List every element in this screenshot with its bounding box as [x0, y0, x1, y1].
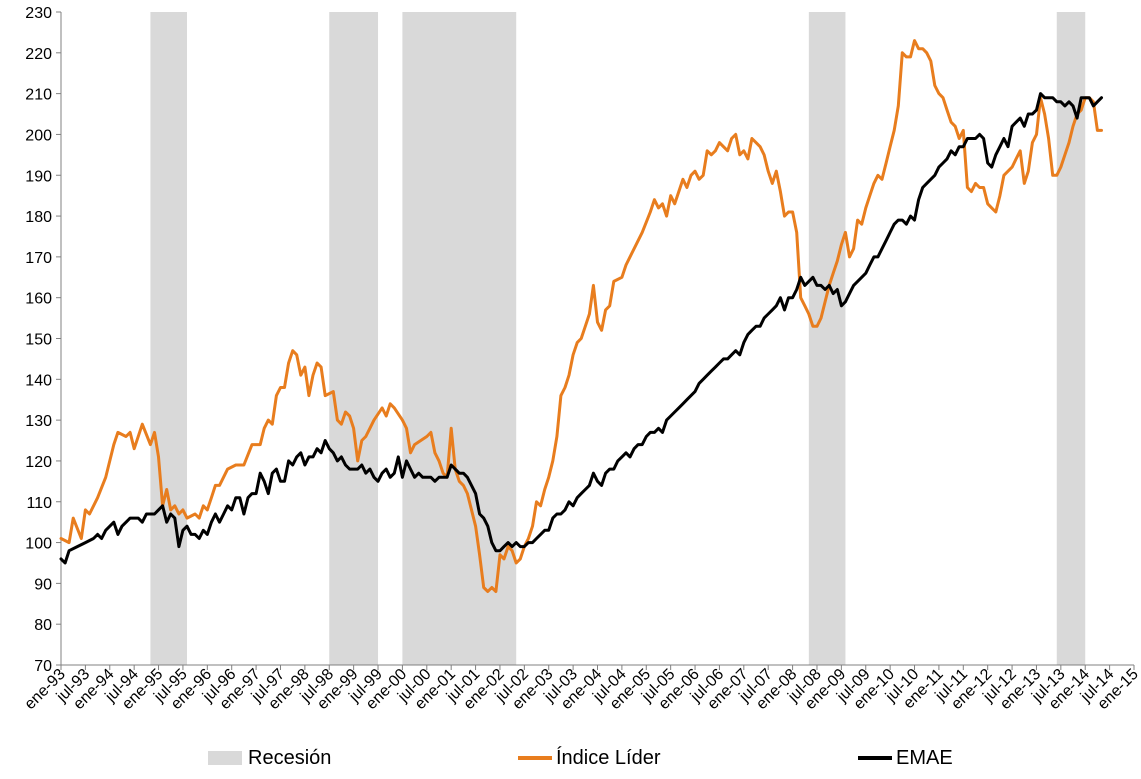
y-tick-label: 110 [26, 495, 52, 512]
y-tick-label: 190 [25, 168, 52, 185]
recession-band-2 [329, 12, 379, 665]
recession-bands [150, 12, 1086, 665]
y-tick-label: 180 [25, 209, 52, 226]
recession-band-4 [808, 12, 846, 665]
series-line-indice-lider [59, 39, 1103, 593]
legend-item-leading-index: Índice Líder [518, 740, 661, 776]
legend: Recesión Índice Líder EMAE [0, 740, 1141, 776]
recession-swatch [208, 751, 242, 765]
y-tick-label: 100 [25, 536, 52, 553]
recession-band-3 [402, 12, 517, 665]
y-tick-label: 230 [25, 5, 52, 22]
legend-label-leading-index: Índice Líder [556, 746, 661, 769]
series-lines [59, 39, 1103, 593]
y-tick-label: 220 [25, 46, 52, 63]
y-tick-label: 160 [25, 291, 52, 308]
legend-item-recession: Recesión [208, 740, 331, 776]
y-tick-label: 210 [25, 87, 52, 104]
leading-index-swatch [518, 756, 552, 760]
series-line-emae [59, 92, 1103, 565]
legend-item-emae: EMAE [858, 740, 953, 776]
recession-band-5 [1056, 12, 1086, 665]
y-tick-label: 70 [34, 658, 52, 675]
y-tick-label: 90 [34, 576, 52, 593]
axes: 70 80 90 100 110 120 130 140 150 160 170 180 190 200 2… [22, 5, 1141, 713]
recession-band-1 [150, 12, 187, 665]
y-tick-label: 80 [34, 617, 52, 634]
emae-swatch [858, 756, 892, 760]
y-tick-label: 200 [25, 127, 52, 144]
y-tick-label: 170 [25, 250, 52, 267]
y-tick-label: 150 [25, 332, 52, 349]
y-tick-label: 120 [25, 454, 52, 471]
y-tick-label: 140 [25, 372, 52, 389]
y-tick-label: 130 [25, 413, 52, 430]
legend-label-recession: Recesión [248, 746, 332, 769]
legend-label-emae: EMAE [896, 746, 953, 769]
